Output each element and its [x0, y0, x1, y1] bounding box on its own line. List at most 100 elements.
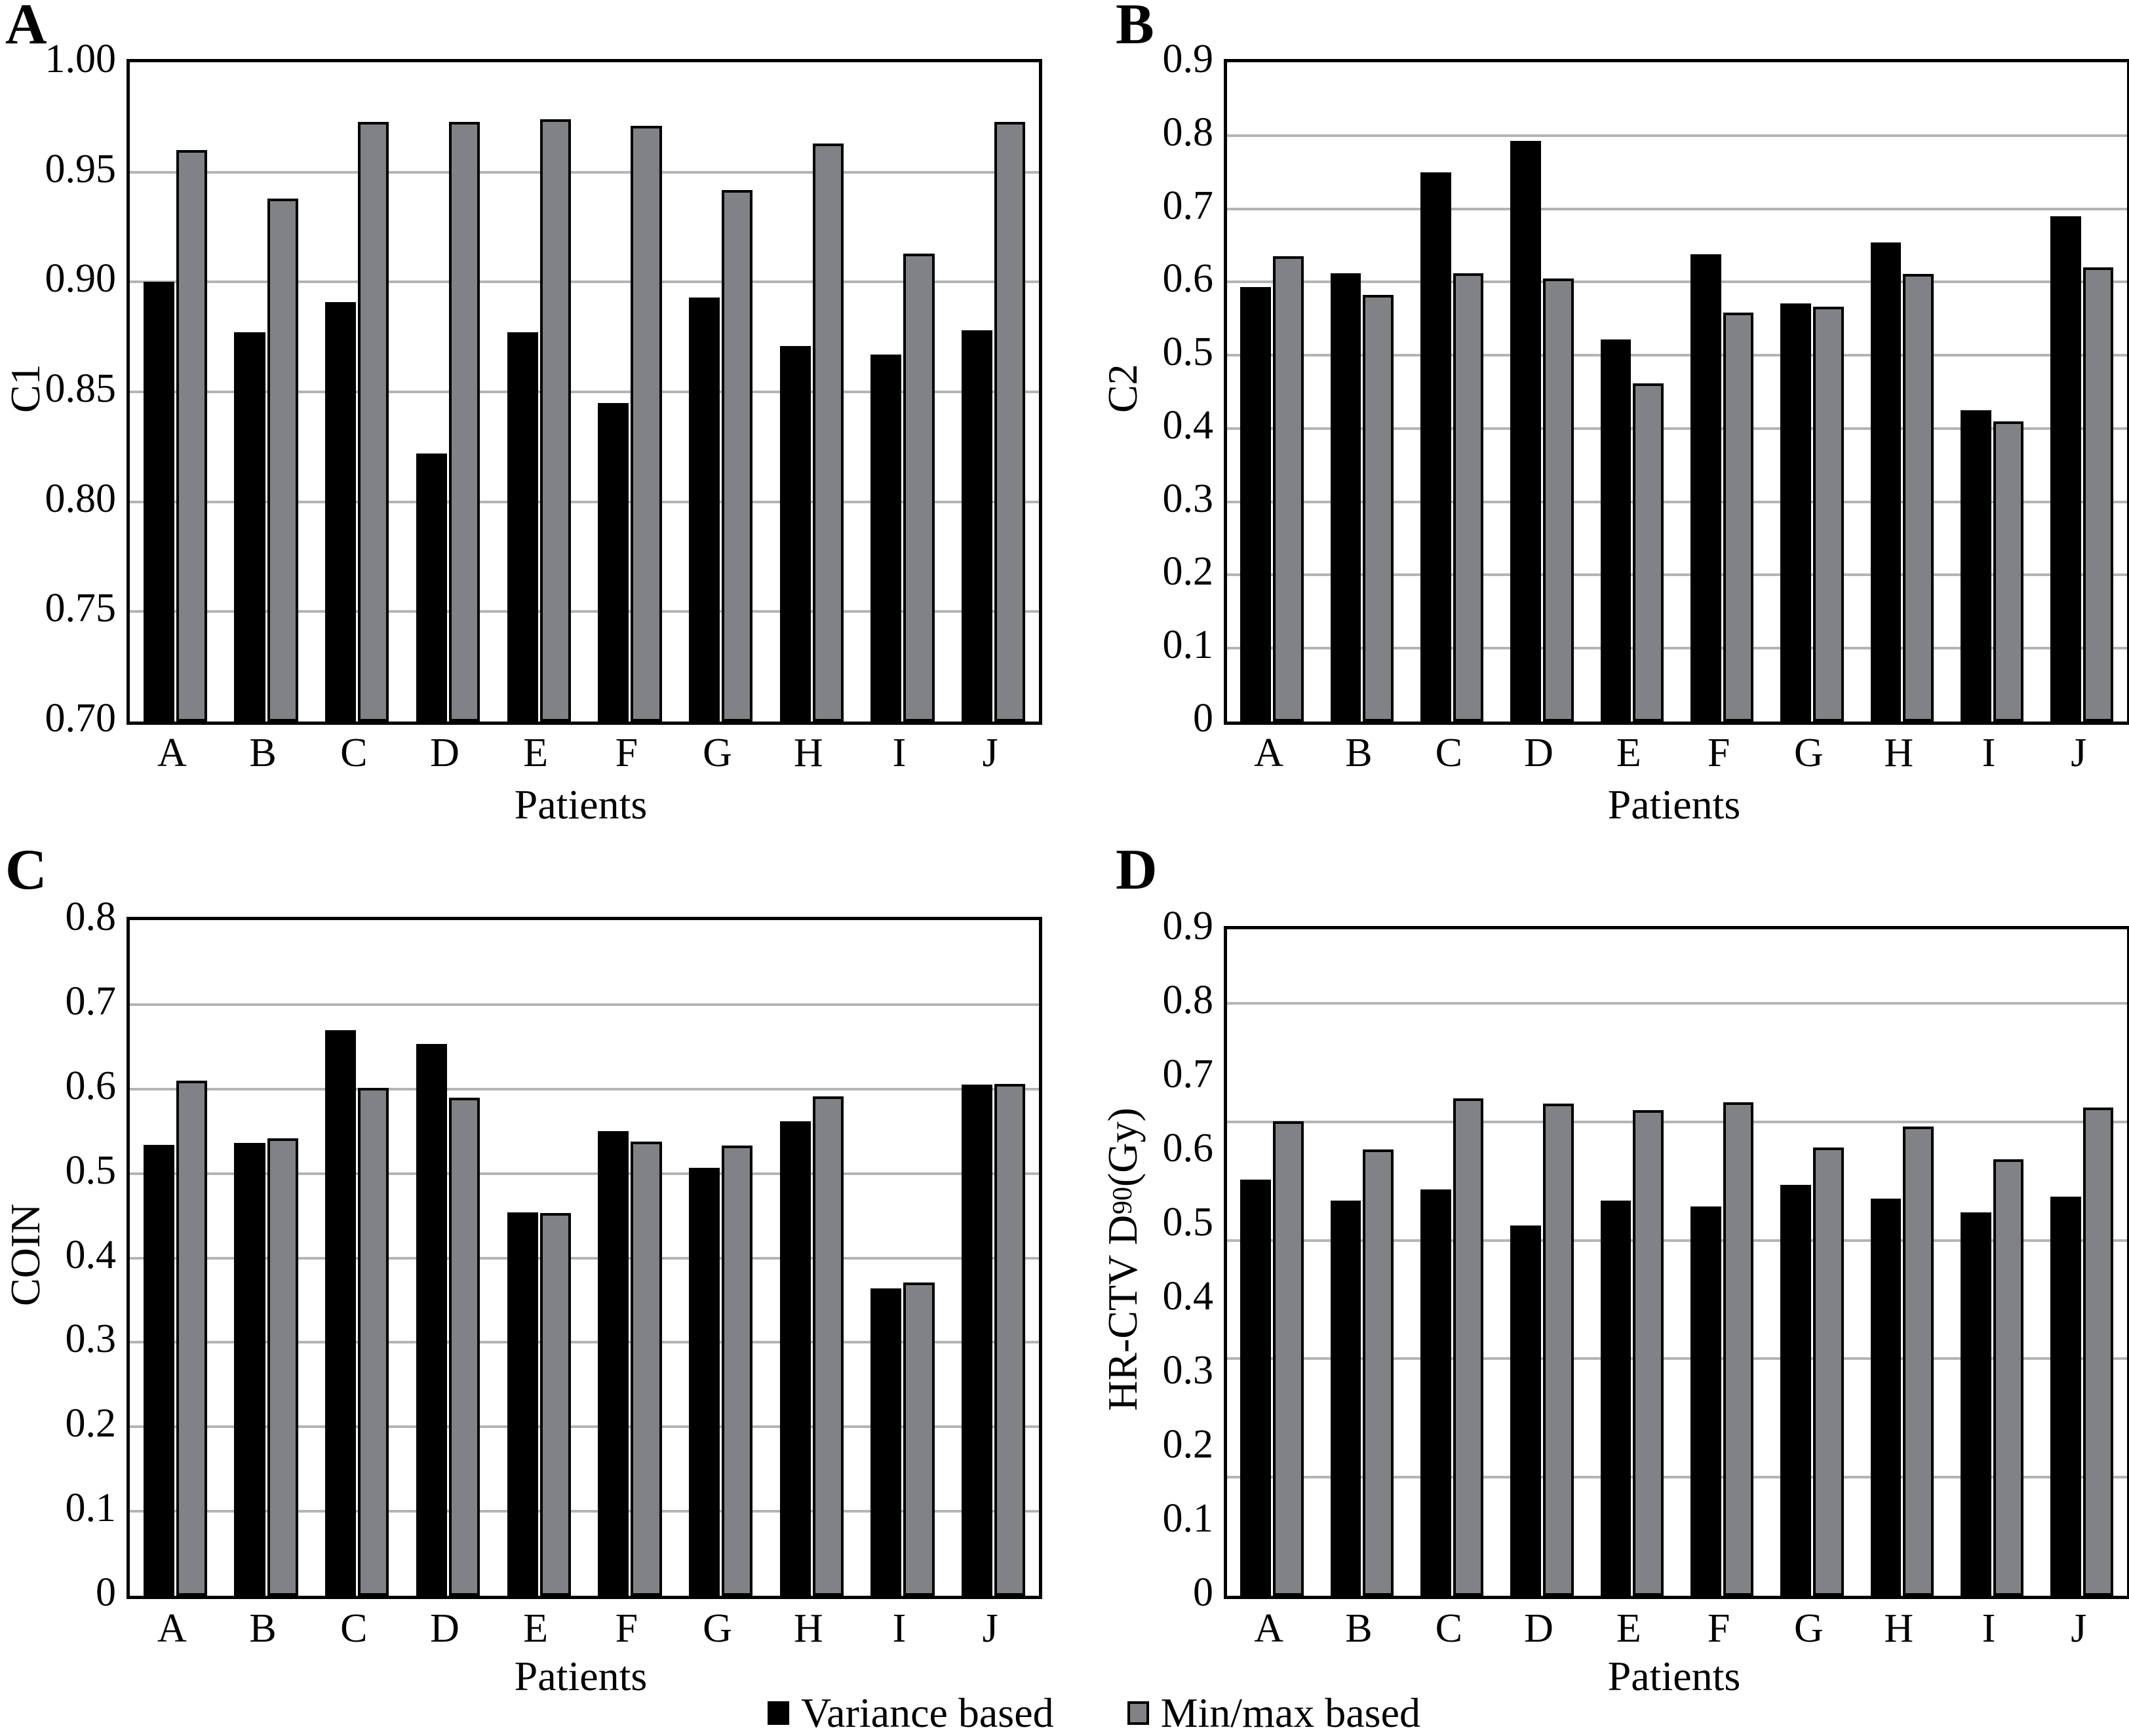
x-tick-label: B — [1345, 1606, 1373, 1651]
bar — [903, 1282, 935, 1596]
x-tick-label: I — [1982, 1606, 1996, 1651]
bar — [1993, 421, 2024, 722]
x-axis-tick-labels: A B C D E F G H I J — [1224, 733, 2124, 773]
bar — [234, 332, 265, 722]
y-tick-label: 1.00 — [45, 37, 117, 81]
bar — [1330, 1200, 1361, 1596]
bar — [1960, 410, 1991, 722]
bar-group-I — [857, 920, 948, 1596]
x-tick-label: D — [1524, 1606, 1553, 1651]
y-tick-label: 0.8 — [1162, 109, 1214, 155]
bar — [598, 1131, 629, 1596]
bar — [688, 1167, 720, 1596]
bar — [1723, 1102, 1754, 1596]
gridline — [1227, 354, 2127, 357]
bar-group-A — [130, 920, 221, 1596]
bar-group-E — [494, 920, 585, 1596]
x-tick-label: E — [523, 731, 549, 775]
bar — [1543, 1103, 1574, 1596]
x-tick-label: C — [340, 1606, 368, 1651]
y-tick-label: 0.3 — [65, 1317, 117, 1362]
legend-label: Variance based — [801, 1689, 1054, 1736]
x-tick-label: C — [1435, 1606, 1462, 1651]
gridline — [130, 610, 1039, 613]
plot-area — [127, 59, 1042, 725]
bar — [779, 345, 811, 722]
gridline — [1227, 134, 2127, 137]
x-tick-label: I — [892, 731, 907, 775]
bar — [176, 1080, 207, 1596]
y-tick-label: 0 — [96, 1570, 116, 1615]
bar — [143, 282, 174, 722]
bar-group-B — [221, 62, 312, 722]
y-tick-label: 0.7 — [1162, 1052, 1214, 1096]
bar — [2082, 1108, 2114, 1596]
bar — [1780, 1184, 1811, 1596]
bar-group-C — [311, 62, 402, 722]
bar-group-A — [130, 62, 221, 722]
bar — [1240, 287, 1272, 722]
y-tick-label: 0.5 — [65, 1148, 117, 1193]
y-tick-label: 0.7 — [1162, 183, 1214, 228]
bar — [870, 1288, 902, 1596]
panel-letter-C: C — [5, 838, 47, 902]
bar — [1273, 256, 1304, 722]
gridline — [1227, 427, 2127, 430]
bar — [539, 1213, 571, 1596]
bar-group-D — [1497, 62, 1587, 722]
gridline — [1227, 280, 2127, 284]
gridline — [1227, 1120, 2127, 1123]
y-tick-label: 0.4 — [65, 1232, 117, 1277]
bar — [631, 126, 662, 722]
panel-letter-B: B — [1116, 0, 1154, 56]
bar — [722, 189, 753, 722]
bar-group-J — [2037, 62, 2127, 722]
bar — [1600, 339, 1631, 722]
y-tick-label: 0.70 — [45, 696, 117, 741]
bar — [812, 144, 844, 722]
y-tick-label: 0.1 — [1162, 623, 1214, 668]
y-tick-label: 0.2 — [65, 1401, 117, 1446]
y-axis-ticks: 0.9 0.8 0.7 0.6 0.5 0.4 0.3 0.2 0.1 0 — [1064, 906, 1214, 1613]
bar — [1903, 274, 1934, 722]
plot-area — [127, 917, 1042, 1599]
bar — [962, 1085, 993, 1596]
bar — [1240, 1179, 1272, 1596]
bar — [1870, 1199, 1902, 1596]
bar — [507, 1212, 538, 1596]
bar-group-J — [948, 920, 1039, 1596]
bar — [2050, 1196, 2081, 1596]
x-tick-label: G — [703, 731, 732, 775]
bar-group-E — [494, 62, 585, 722]
x-tick-label: I — [1982, 731, 1996, 775]
y-tick-label: 0.6 — [1162, 256, 1214, 301]
x-axis-title: Patients — [514, 1653, 648, 1699]
y-tick-label: 0.4 — [1162, 1274, 1214, 1319]
bar-group-H — [1857, 929, 1947, 1596]
bar — [1870, 242, 1902, 722]
bar — [539, 119, 571, 722]
gridline — [1227, 1476, 2127, 1479]
bar-group-E — [1587, 62, 1677, 722]
bar — [1993, 1159, 2024, 1596]
x-tick-label: G — [1794, 1606, 1824, 1651]
bar — [234, 1143, 265, 1596]
bar — [1812, 307, 1844, 722]
x-tick-label: F — [1707, 1606, 1730, 1651]
bar — [688, 297, 720, 722]
gridline — [130, 1003, 1039, 1006]
y-tick-label: 0.8 — [65, 895, 117, 939]
bar-group-G — [675, 920, 766, 1596]
x-tick-label: D — [430, 1606, 459, 1651]
x-tick-label: J — [982, 731, 998, 775]
gridline — [130, 1341, 1039, 1344]
bar — [358, 121, 389, 722]
bar-group-I — [857, 62, 948, 722]
y-tick-label: 0.5 — [1162, 330, 1214, 375]
bar-group-J — [948, 62, 1039, 722]
bar-group-B — [221, 920, 312, 1596]
y-tick-label: 0.75 — [45, 586, 117, 631]
bar — [1690, 1206, 1721, 1596]
